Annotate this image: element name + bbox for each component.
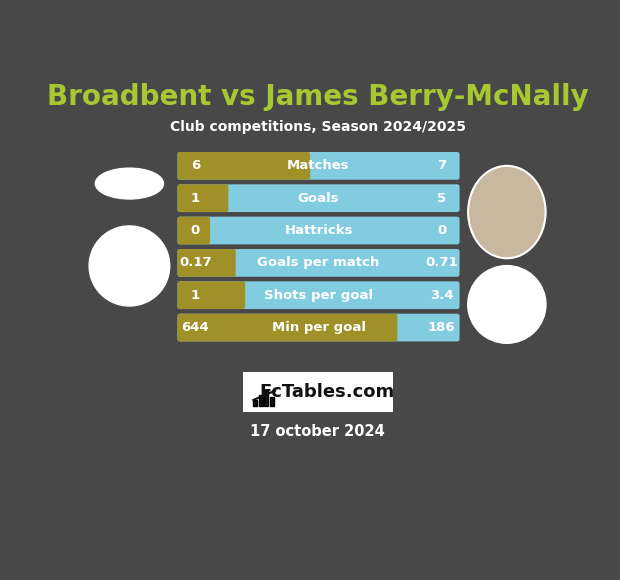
Ellipse shape xyxy=(468,166,546,258)
Text: 0.17: 0.17 xyxy=(179,256,211,269)
Text: Goals: Goals xyxy=(298,192,339,205)
FancyBboxPatch shape xyxy=(177,281,459,309)
Text: Broadbent vs James Berry-McNally: Broadbent vs James Berry-McNally xyxy=(47,82,588,111)
Text: 6: 6 xyxy=(191,160,200,172)
Ellipse shape xyxy=(95,168,164,199)
Text: 0.71: 0.71 xyxy=(425,256,458,269)
FancyBboxPatch shape xyxy=(177,184,459,212)
FancyBboxPatch shape xyxy=(177,314,397,342)
Text: 5: 5 xyxy=(437,192,446,205)
FancyBboxPatch shape xyxy=(177,184,228,212)
FancyBboxPatch shape xyxy=(177,217,459,244)
Circle shape xyxy=(89,226,170,306)
Text: 644: 644 xyxy=(182,321,209,334)
FancyBboxPatch shape xyxy=(177,314,459,342)
FancyBboxPatch shape xyxy=(177,281,245,309)
Text: Shots per goal: Shots per goal xyxy=(264,289,373,302)
Text: 17 october 2024: 17 october 2024 xyxy=(250,424,385,439)
Text: 186: 186 xyxy=(428,321,456,334)
FancyBboxPatch shape xyxy=(177,249,459,277)
Text: Hattricks: Hattricks xyxy=(285,224,353,237)
FancyBboxPatch shape xyxy=(177,217,210,244)
Text: FcTables.com: FcTables.com xyxy=(259,383,395,401)
FancyBboxPatch shape xyxy=(270,397,273,406)
Circle shape xyxy=(468,266,546,343)
Text: 7: 7 xyxy=(437,160,446,172)
Text: Club competitions, Season 2024/2025: Club competitions, Season 2024/2025 xyxy=(170,121,466,135)
FancyBboxPatch shape xyxy=(177,152,310,180)
Text: 1: 1 xyxy=(191,289,200,302)
FancyBboxPatch shape xyxy=(254,400,257,406)
Text: 0: 0 xyxy=(191,224,200,237)
FancyBboxPatch shape xyxy=(264,391,268,406)
FancyBboxPatch shape xyxy=(177,249,236,277)
FancyBboxPatch shape xyxy=(242,372,393,412)
Text: 1: 1 xyxy=(191,192,200,205)
Text: Matches: Matches xyxy=(287,160,350,172)
Text: Goals per match: Goals per match xyxy=(257,256,379,269)
Text: 3.4: 3.4 xyxy=(430,289,454,302)
FancyBboxPatch shape xyxy=(259,396,263,406)
Text: Min per goal: Min per goal xyxy=(272,321,366,334)
FancyBboxPatch shape xyxy=(177,152,459,180)
Text: 0: 0 xyxy=(437,224,446,237)
